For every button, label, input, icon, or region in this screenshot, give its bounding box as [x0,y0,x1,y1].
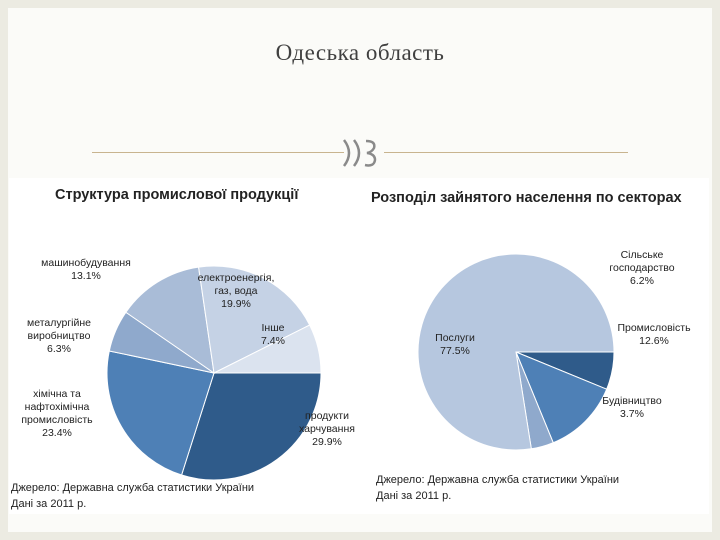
divider-right [384,152,628,153]
chart2-title: Розподіл зайнятого населення по секторах [371,190,682,206]
ornament-icon [342,139,377,167]
chart2-labels: Сільське господарство 6.2% Промисловість 12.… [435,249,691,420]
slide-title: Одеська область [275,40,445,65]
chart2-slice-1 [515,351,608,444]
charts-canvas: Структура промислової продукції Розподіл… [11,187,691,510]
chart1-slice-4 [198,265,311,374]
chart1-note: Дані за 2011 р. [11,498,86,510]
chart1-slice-1 [106,350,215,476]
chart1-label-0: продукти харчування 29.9% [299,410,355,448]
chart1-label-3: машинобудування 13.1% [41,257,131,282]
chart1-slice-0 [180,372,322,481]
chart2-label-2: Будівництво 3.7% [602,395,662,420]
chart1-slice-3 [125,266,215,375]
chart1-pie [106,265,322,481]
chart1-labels: продукти харчування 29.9% хімічна та нафтохі… [21,257,355,448]
chart1-label-1: хімічна та нафтохімічна промисловість 23.4% [21,388,93,439]
chart1-source: Джерело: Державна служба статистики Укра… [11,482,254,494]
chart2-label-0: Сільське господарство 6.2% [609,249,674,287]
divider-left [92,152,344,153]
charts-panel: Структура промислової продукції Розподіл… [9,178,709,514]
chart2-source: Джерело: Державна служба статистики Укра… [376,474,619,486]
chart2-label-3: Послуги 77.5% [435,332,475,357]
chart2-label-1: Промисловість 12.6% [617,322,691,347]
chart1-slice-5 [213,324,322,374]
chart2-pie [417,253,615,451]
chart2-note: Дані за 2011 р. [376,490,451,502]
chart2-slice-3 [417,253,615,451]
chart1-label-5: Інше 7.4% [261,322,285,347]
chart1-title: Структура промислової продукції [55,187,299,203]
chart1-label-4: електроенергія, газ, вода 19.9% [198,272,275,310]
chart1-label-2: металургійне виробництво 6.3% [27,317,91,355]
